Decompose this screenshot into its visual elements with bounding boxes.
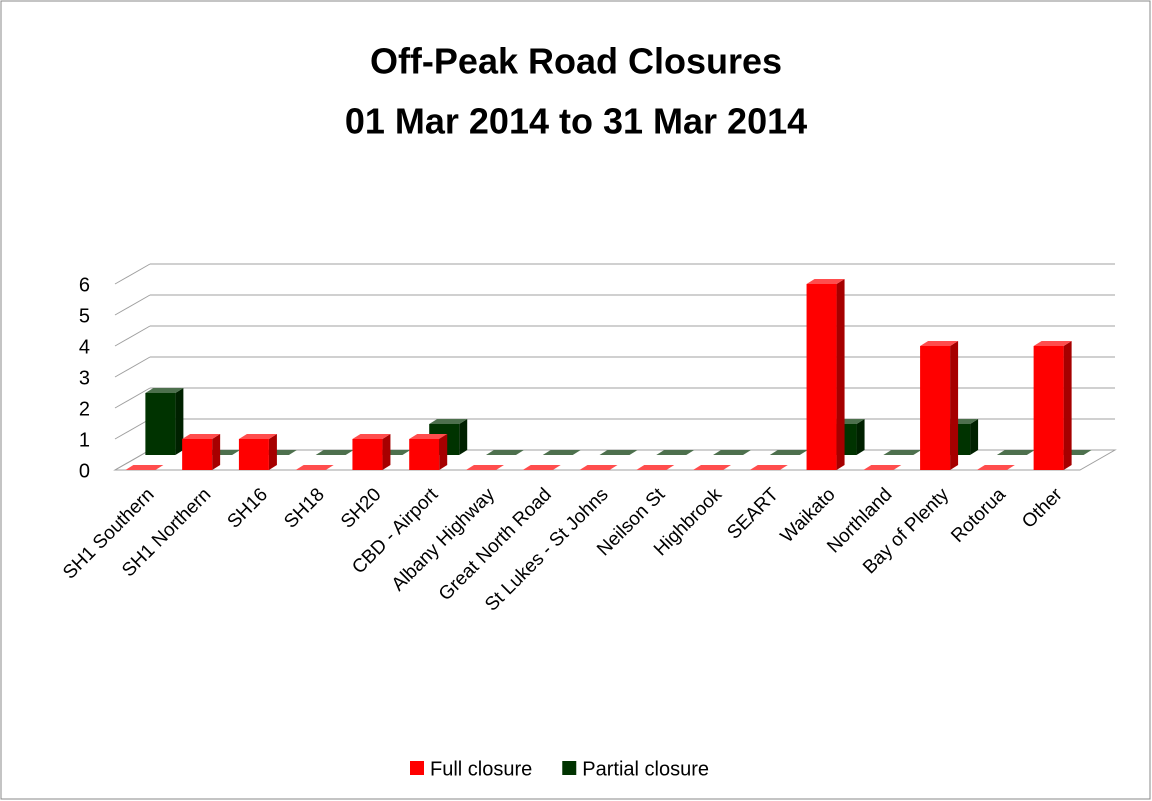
bar-side (175, 388, 184, 455)
bar (599, 450, 638, 455)
bar-top (182, 434, 221, 439)
y-tick-label: 3 (79, 367, 90, 389)
bar-side (212, 434, 221, 470)
bar (465, 465, 504, 470)
bar (693, 465, 732, 470)
bar-side (382, 434, 391, 470)
bar (295, 465, 334, 470)
bar (656, 450, 695, 455)
bar-top (429, 419, 468, 424)
bar-side (459, 419, 468, 455)
y-tick-label: 1 (79, 429, 90, 451)
bar-side (439, 434, 448, 470)
bar-side (836, 279, 845, 470)
legend-swatch (410, 761, 424, 775)
grid-line (114, 263, 151, 285)
bar-front (145, 393, 176, 455)
bar-front (352, 439, 383, 470)
bar-front (920, 346, 951, 470)
bar (125, 465, 164, 470)
bar-top (409, 434, 448, 439)
bar-top (1033, 341, 1072, 346)
bar (976, 465, 1015, 470)
bar (920, 341, 959, 470)
bar (238, 434, 277, 470)
bar-top (315, 450, 354, 455)
grid-line (114, 294, 151, 316)
bar-top (996, 450, 1035, 455)
bar-top (883, 450, 922, 455)
grid-line (114, 418, 151, 440)
bar-top (656, 450, 695, 455)
bar-top (145, 388, 184, 393)
bar (749, 465, 788, 470)
legend-label: Partial closure (582, 758, 709, 780)
y-tick-label: 0 (79, 460, 90, 482)
bar-top (522, 465, 561, 470)
grid-line (114, 387, 151, 409)
bar-top (579, 465, 618, 470)
bar-top (693, 465, 732, 470)
legend-label: Full closure (430, 758, 532, 780)
y-tick-label: 2 (79, 398, 90, 420)
grid-line (114, 325, 151, 347)
chart-subtitle: 01 Mar 2014 to 31 Mar 2014 (345, 101, 807, 142)
bar-front (238, 439, 269, 470)
bar-top (863, 465, 902, 470)
bar (863, 465, 902, 470)
bar-top (352, 434, 391, 439)
y-tick-label: 5 (79, 305, 90, 327)
bar-front (1033, 346, 1064, 470)
bar (996, 450, 1035, 455)
bar-side (970, 419, 979, 455)
y-tick-label: 4 (79, 336, 90, 358)
bar (883, 450, 922, 455)
bar-front (182, 439, 213, 470)
bar-top (806, 279, 845, 284)
bar (542, 450, 581, 455)
bar-front (409, 439, 440, 470)
bar (485, 450, 524, 455)
bar (579, 465, 618, 470)
bar (315, 450, 354, 455)
bar (1033, 341, 1072, 470)
bar-top (599, 450, 638, 455)
bar-top (713, 450, 752, 455)
bar-top (769, 450, 808, 455)
bar-top (749, 465, 788, 470)
bar-top (976, 465, 1015, 470)
bar-top (542, 450, 581, 455)
bar (352, 434, 391, 470)
bar (769, 450, 808, 455)
bar-top (465, 465, 504, 470)
bar (409, 434, 448, 470)
grid-line (114, 449, 151, 471)
bar-side (1063, 341, 1072, 470)
bar-top (636, 465, 675, 470)
legend-swatch (562, 761, 577, 775)
bar-top (238, 434, 277, 439)
grid-line (114, 356, 151, 378)
bar-top (920, 341, 959, 346)
bar (636, 465, 675, 470)
chart-title: Off-Peak Road Closures (370, 41, 782, 82)
bar-side (268, 434, 277, 470)
bar (806, 279, 845, 470)
bar-side (856, 419, 865, 455)
bar (145, 388, 184, 455)
bar-front (806, 284, 837, 470)
bar-top (125, 465, 164, 470)
y-tick-label: 6 (79, 274, 90, 296)
bar-top (295, 465, 334, 470)
bar-side (950, 341, 959, 470)
bar (182, 434, 221, 470)
bar-top (485, 450, 524, 455)
bar (522, 465, 561, 470)
bar (713, 450, 752, 455)
